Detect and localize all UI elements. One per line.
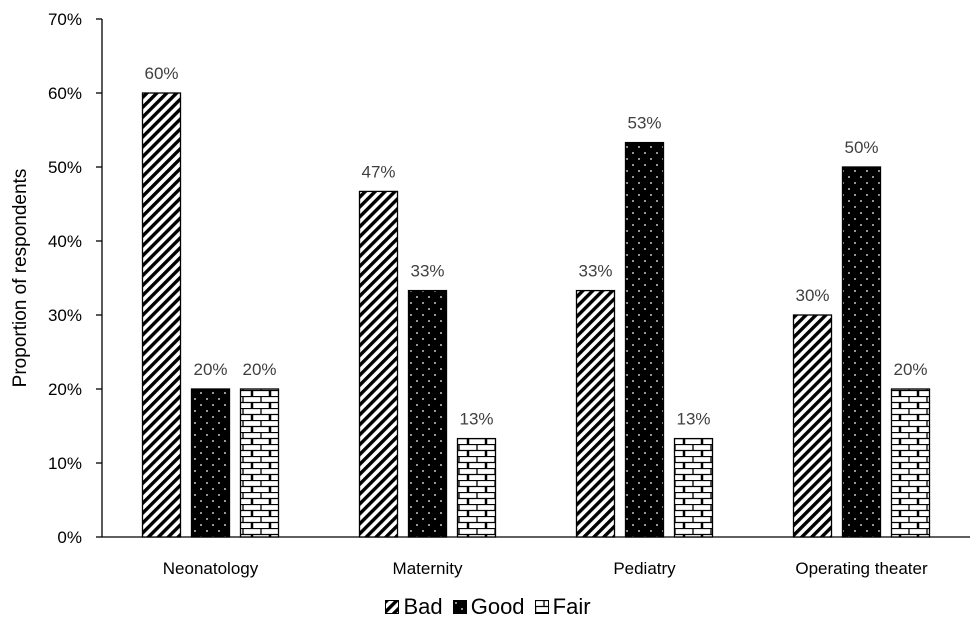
- category-labels: Neonatology Maternity Pediatry Operating th…: [163, 559, 928, 578]
- data-labels: 60% 20% 20% 47% 33% 13% 33% 53% 13% 30% 50% 20%: [144, 64, 927, 429]
- data-label: 20%: [893, 360, 927, 379]
- data-label: 13%: [459, 410, 493, 429]
- data-label: 33%: [578, 262, 612, 281]
- bar-good-operating-theater: [841, 166, 882, 538]
- data-label: 20%: [242, 360, 276, 379]
- bar-fair-operating-theater: [890, 388, 931, 538]
- y-ticks: 0% 10% 20% 30% 40% 50% 60% 70%: [48, 10, 102, 547]
- y-axis-label: Proportion of respondents: [10, 169, 31, 388]
- bar-fair-pediatry: [673, 437, 714, 538]
- bar-good-pediatry: [624, 141, 665, 538]
- bar-fair-maternity: [456, 437, 497, 538]
- legend-label-fair: Fair: [552, 594, 591, 619]
- legend-label-bad: Bad: [403, 594, 443, 619]
- legend-swatch-bad: [385, 600, 400, 614]
- legend-item-bad: Bad: [385, 594, 443, 620]
- y-tick-label: 10%: [48, 454, 82, 473]
- legend-swatch-fair: [534, 600, 549, 614]
- legend-label-good: Good: [470, 594, 525, 619]
- y-tick-label: 0%: [57, 528, 82, 547]
- y-tick-label: 50%: [48, 158, 82, 177]
- legend-item-fair: Fair: [534, 594, 591, 620]
- legend: Bad Good Fair: [0, 594, 976, 620]
- data-label: 20%: [193, 360, 227, 379]
- x-category-label: Maternity: [393, 559, 463, 578]
- data-label: 33%: [410, 262, 444, 281]
- legend-swatch-good: [452, 600, 467, 614]
- legend-item-good: Good: [452, 594, 525, 620]
- x-category-label: Neonatology: [163, 559, 259, 578]
- bar-bad-neonatology: [141, 92, 182, 538]
- bar-good-neonatology: [190, 388, 231, 538]
- y-tick-label: 70%: [48, 10, 82, 29]
- bars: [141, 92, 931, 538]
- y-tick-label: 20%: [48, 380, 82, 399]
- data-label: 53%: [627, 114, 661, 133]
- bar-bad-maternity: [358, 190, 399, 538]
- data-label: 47%: [361, 162, 395, 181]
- x-category-label: Pediatry: [613, 559, 676, 578]
- y-tick-label: 40%: [48, 232, 82, 251]
- data-label: 30%: [795, 286, 829, 305]
- y-tick-label: 30%: [48, 306, 82, 325]
- y-tick-label: 60%: [48, 84, 82, 103]
- data-label: 50%: [844, 138, 878, 157]
- bar-bad-pediatry: [575, 289, 616, 538]
- bar-fair-neonatology: [239, 388, 280, 538]
- data-label: 60%: [144, 64, 178, 83]
- bar-bad-operating-theater: [792, 314, 833, 538]
- data-label: 13%: [676, 410, 710, 429]
- x-category-label: Operating theater: [795, 559, 928, 578]
- axes: [101, 19, 970, 538]
- bar-good-maternity: [407, 289, 448, 538]
